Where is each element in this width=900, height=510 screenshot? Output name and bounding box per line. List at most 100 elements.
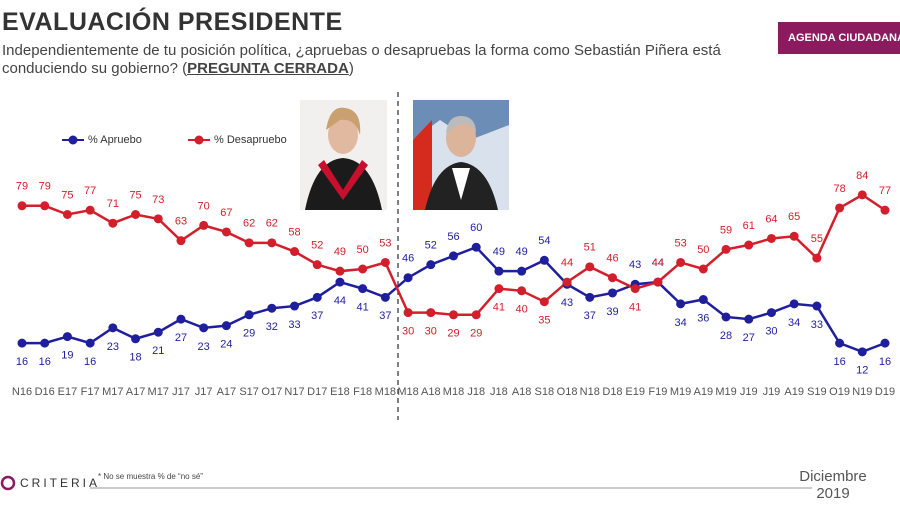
data-label: 79 xyxy=(16,181,28,193)
x-tick-label: A19 xyxy=(694,386,714,398)
x-tick-label: E19 xyxy=(625,386,645,398)
x-tick-label: E17 xyxy=(58,386,78,398)
point xyxy=(471,242,481,252)
x-tick-label: J17 xyxy=(195,386,213,398)
point xyxy=(426,308,436,318)
point xyxy=(131,210,141,219)
point xyxy=(880,205,890,215)
point xyxy=(857,190,867,200)
x-tick-label: N17 xyxy=(284,386,304,398)
point xyxy=(62,210,72,219)
point xyxy=(880,338,890,348)
x-tick-label: D16 xyxy=(35,386,55,398)
point xyxy=(721,312,731,322)
data-label: 29 xyxy=(447,328,459,340)
point xyxy=(267,238,277,248)
point xyxy=(40,338,50,348)
data-label: 67 xyxy=(220,207,232,219)
data-label: 16 xyxy=(39,356,51,368)
point xyxy=(517,266,527,276)
point xyxy=(471,310,481,320)
point xyxy=(403,308,413,318)
point xyxy=(40,201,50,211)
data-label: 36 xyxy=(697,312,709,324)
point xyxy=(630,284,640,294)
data-label: 16 xyxy=(84,356,96,368)
point xyxy=(153,327,163,337)
x-tick-label: J19 xyxy=(740,386,758,398)
point xyxy=(835,203,845,213)
data-label: 30 xyxy=(402,326,414,338)
data-label: 62 xyxy=(243,218,255,230)
x-tick-label: D18 xyxy=(602,386,622,398)
date: Diciembre 2019 xyxy=(788,468,878,502)
x-tick-label: O17 xyxy=(261,386,282,398)
data-label: 33 xyxy=(811,319,823,331)
point xyxy=(380,292,390,302)
photo-right xyxy=(413,100,509,210)
data-label: 75 xyxy=(129,189,141,201)
x-tick-label: D17 xyxy=(307,386,327,398)
data-label: 24 xyxy=(220,339,232,351)
point xyxy=(312,292,322,302)
point xyxy=(744,240,754,250)
data-label: 29 xyxy=(243,328,255,340)
data-label: 78 xyxy=(833,183,845,195)
point xyxy=(176,314,186,324)
point xyxy=(517,286,527,296)
point xyxy=(108,218,118,228)
point xyxy=(335,277,345,287)
x-tick-label: D19 xyxy=(875,386,895,398)
data-label: 64 xyxy=(765,213,777,225)
photo-left xyxy=(300,100,387,210)
point xyxy=(221,227,231,237)
point xyxy=(835,338,845,348)
x-tick-label: F18 xyxy=(353,386,372,398)
data-label: 40 xyxy=(516,304,528,316)
point xyxy=(812,253,822,263)
data-label: 44 xyxy=(334,295,346,307)
data-label: 21 xyxy=(152,345,164,357)
point xyxy=(698,264,708,274)
point xyxy=(221,321,231,331)
data-label: 33 xyxy=(288,319,300,331)
x-tick-label: A18 xyxy=(421,386,441,398)
point xyxy=(403,273,413,283)
footnote: * No se muestra % de “no sé” xyxy=(98,472,203,481)
x-tick-label: O19 xyxy=(829,386,850,398)
data-label: 37 xyxy=(584,310,596,322)
point xyxy=(176,236,186,246)
point xyxy=(85,338,95,348)
point xyxy=(108,323,118,333)
point xyxy=(721,244,731,254)
data-label: 62 xyxy=(266,218,278,230)
point xyxy=(676,299,686,309)
point xyxy=(812,301,822,311)
data-label: 43 xyxy=(561,297,573,309)
data-label: 23 xyxy=(107,341,119,353)
data-label: 49 xyxy=(334,246,346,258)
chart: N16 D16 E17 F17 M17 A17 M17 J17 J17 A17 S17 O17 N17 D… xyxy=(12,92,895,420)
point xyxy=(335,266,345,276)
x-tick-label: F19 xyxy=(648,386,667,398)
data-label: 61 xyxy=(743,220,755,232)
point xyxy=(494,266,504,276)
point xyxy=(585,262,595,272)
data-label: 41 xyxy=(357,302,369,314)
point xyxy=(494,284,504,294)
legend-marker xyxy=(68,135,78,145)
data-label: 16 xyxy=(879,356,891,368)
data-label: 53 xyxy=(674,237,686,249)
subtitle-emphasis: PREGUNTA CERRADA xyxy=(187,60,349,77)
data-label: 18 xyxy=(129,352,141,364)
badge: AGENDA CIUDADANA xyxy=(778,22,900,54)
brand: CRITERIA xyxy=(20,476,101,490)
data-label: 56 xyxy=(447,231,459,243)
data-label: 39 xyxy=(606,306,618,318)
legend-label: % Apruebo xyxy=(88,134,142,146)
subtitle-text: Independientemente de tu posición políti… xyxy=(2,42,721,77)
point xyxy=(17,338,27,348)
data-label: 35 xyxy=(538,315,550,327)
point xyxy=(539,255,549,265)
subtitle: Independientemente de tu posición políti… xyxy=(2,42,762,78)
